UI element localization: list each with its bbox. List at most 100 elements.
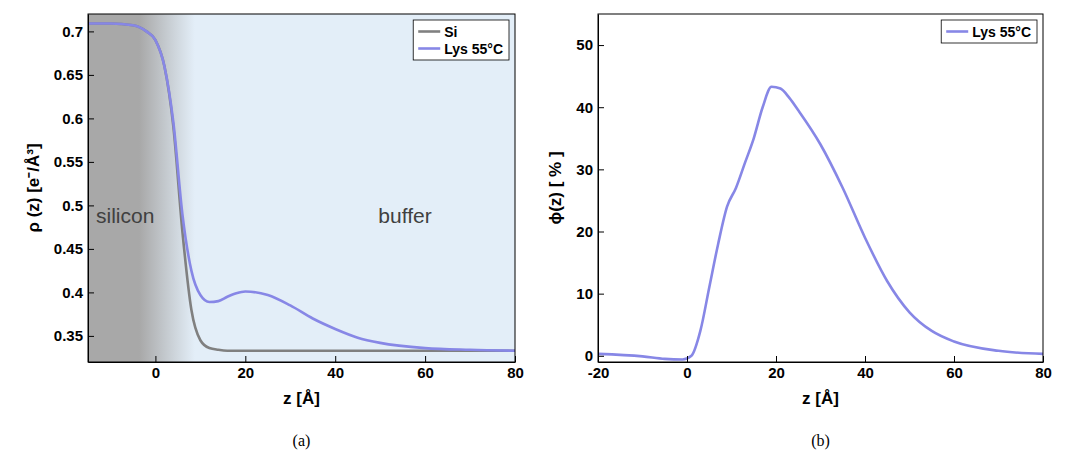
legend-box [413,20,509,60]
tick-label: 0.7 [62,23,83,40]
tick: 0.5 [62,197,94,214]
background [88,14,515,362]
tick-mark [1043,356,1044,362]
tick: 0.4 [62,284,94,301]
x-axis: 0 20 40 60 80 [89,356,524,381]
tick-label: 40 [857,364,874,381]
tick: 0.65 [54,66,94,83]
tick-label: 50 [576,36,593,53]
tick-mark [425,356,426,362]
panel-label: (b) [811,432,830,450]
tick-label: 80 [507,364,524,381]
tick: 40 [576,99,604,116]
tick-label: 0.65 [54,66,83,83]
tick-mark [88,118,94,119]
tick: 60 [946,356,963,381]
series-line [88,24,515,351]
series-line [598,87,1043,360]
tick-label: 0.5 [62,197,83,214]
tick-label: 60 [417,364,434,381]
tick: 40 [857,356,874,381]
frame [88,14,515,362]
tick: 20 [768,356,785,381]
tick: 10 [576,285,604,302]
tick-mark [88,75,94,76]
y-axis: 0 10 20 30 40 50 [576,15,604,365]
tick-mark [515,356,516,362]
figure: silicon buffer 0 20 40 60 80 0.35 0.4 0.45 0.5 0.55… [0,0,1081,455]
tick: 0 [585,347,604,364]
tick: 80 [1035,356,1052,381]
legend-item: Lys 55°C [418,41,503,57]
panel: silicon buffer 0 20 40 60 80 0.35 0.4 0.45 0.5 0.55… [24,14,524,450]
tick: 20 [237,356,254,381]
tick-label: 0.6 [62,110,83,127]
legend-label: Si [444,24,457,40]
tick-label: 80 [1035,364,1052,381]
frame [598,14,1043,362]
axis-line [599,362,1044,363]
legend: Lys 55°C [941,20,1037,43]
tick-mark [687,356,688,362]
tick: 50 [576,36,604,53]
x-axis-title: z [Å] [283,389,320,408]
tick-label: 0 [683,364,691,381]
tick-label: 0 [585,347,593,364]
tick: 20 [576,223,604,240]
plot-area [598,87,1043,360]
tick-mark [598,356,604,357]
tick: 0.35 [54,327,94,344]
tick-label: 20 [576,223,593,240]
x-axis: -20 0 20 40 60 80 [588,356,1052,381]
legend-box [941,20,1037,43]
background [598,14,1043,362]
y-axis-title: ϕ(z) [ % ] [546,151,565,224]
tick-mark [776,356,777,362]
tick-mark [598,107,604,108]
series-line [88,24,515,351]
tick-mark [598,45,604,46]
annotation: silicon [96,204,154,227]
legend-item: Si [418,24,457,40]
tick: 0.55 [54,153,94,170]
y-axis-title: ρ (z) [e⁻/Å³] [24,143,43,232]
tick-mark [88,336,94,337]
tick-label: 0.55 [54,153,83,170]
annotation: buffer [378,204,431,227]
tick-label: 30 [576,161,593,178]
tick-label: 0.45 [54,240,83,257]
tick-label: 40 [576,99,593,116]
tick: 0.6 [62,110,94,127]
tick-mark [88,292,94,293]
legend-item: Lys 55°C [946,24,1031,40]
tick-mark [598,169,604,170]
tick-mark [245,356,246,362]
x-axis-title: z [Å] [802,389,839,408]
tick-mark [865,356,866,362]
tick-mark [88,205,94,206]
tick-label: -20 [588,364,610,381]
tick: 0.7 [62,23,94,40]
legend: SiLys 55°C [413,20,509,60]
axis-line [88,15,89,363]
tick-mark [598,294,604,295]
tick: 0 [152,356,160,381]
tick-mark [598,232,604,233]
tick: 0 [683,356,691,381]
tick-label: 20 [237,364,254,381]
panel: -2002040608001020304050z [Å]ϕ(z) [ % ](b… [546,14,1052,450]
legend-swatch [418,30,440,33]
tick-mark [88,249,94,250]
tick-mark [155,356,156,362]
plot-area [88,24,515,351]
tick: 0.45 [54,240,94,257]
tick-label: 60 [946,364,963,381]
panel-label: (a) [293,432,311,450]
tick: 40 [327,356,344,381]
tick-label: 0.4 [62,284,84,301]
tick-label: 10 [576,285,593,302]
tick-label: 0.35 [54,327,83,344]
legend-label: Lys 55°C [972,24,1031,40]
tick-mark [88,162,94,163]
tick-label: 40 [327,364,344,381]
